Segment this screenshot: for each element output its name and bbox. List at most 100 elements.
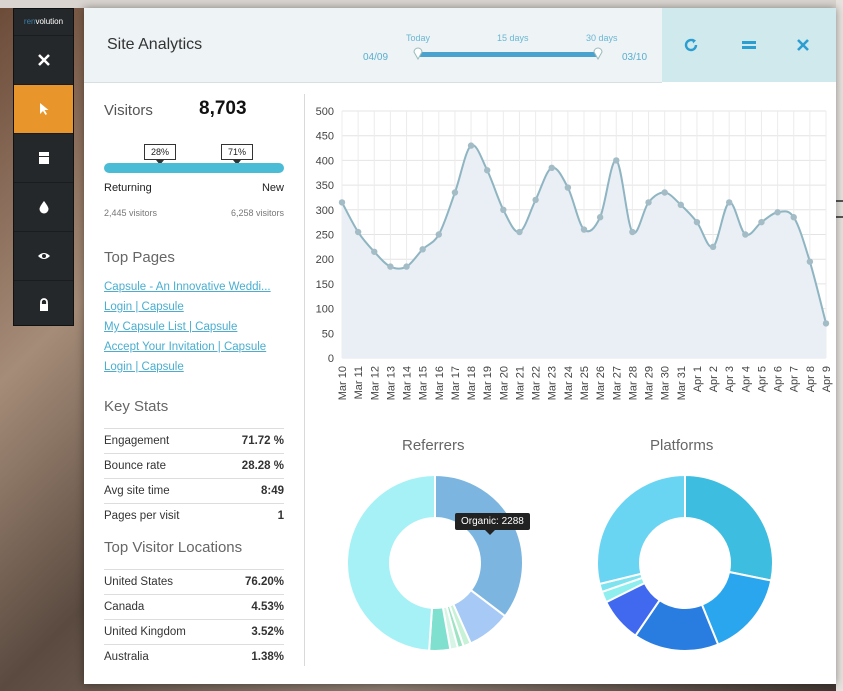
stat-label: Bounce rate: [104, 460, 167, 472]
close-panel-button[interactable]: [794, 36, 812, 54]
data-point: [758, 218, 765, 226]
x-tick-label: Mar 12: [369, 366, 381, 400]
x-tick-label: Mar 28: [627, 366, 639, 400]
minimize-button[interactable]: [740, 36, 758, 54]
x-tick-label: Apr 4: [740, 366, 752, 392]
data-point: [613, 157, 620, 164]
refresh-icon: [684, 38, 698, 52]
x-tick-label: Apr 1: [692, 366, 704, 392]
x-tick-label: Mar 21: [514, 366, 526, 400]
x-tick-label: Mar 29: [644, 366, 656, 400]
background-mark: [836, 200, 843, 202]
data-point: [677, 201, 684, 209]
stat-row: Pages per visit 1: [104, 503, 284, 528]
location-label: United States: [104, 576, 174, 588]
x-tick-label: Mar 23: [547, 366, 559, 400]
data-point: [419, 246, 426, 253]
date-range-slider[interactable]: [418, 52, 598, 57]
x-tick-label: Apr 8: [805, 366, 817, 392]
locations-heading: Top Visitor Locations: [104, 539, 243, 556]
stat-value: 71.72 %: [241, 435, 284, 447]
y-tick-label: 200: [316, 254, 334, 266]
header-actions: [662, 8, 836, 82]
x-tick-label: Mar 17: [450, 366, 462, 400]
data-point: [774, 209, 781, 216]
y-tick-label: 50: [322, 328, 334, 340]
stat-value: 28.28 %: [241, 460, 284, 472]
toolbar-select-button[interactable]: [14, 84, 73, 133]
pie-slice: [684, 473, 774, 582]
new-percent-badge: 71%: [221, 144, 253, 165]
brand-prefix: ren: [23, 17, 36, 26]
data-point: [403, 263, 410, 270]
pie-slice: [434, 473, 524, 618]
editor-toolbar: renvolution: [13, 8, 74, 326]
slider-pin-icon: [593, 47, 603, 61]
x-tick-label: Mar 20: [498, 366, 510, 400]
x-tick-label: Mar 27: [611, 366, 623, 400]
x-tick-label: Apr 9: [821, 366, 833, 392]
toolbar-layout-button[interactable]: [14, 133, 73, 182]
location-row: Canada 4.53%: [104, 594, 284, 619]
y-tick-label: 250: [316, 230, 334, 242]
data-point: [629, 228, 636, 236]
x-tick-label: Mar 13: [385, 366, 397, 400]
cursor-icon: [39, 103, 48, 115]
refresh-button[interactable]: [682, 36, 700, 54]
range-end-date: 03/10: [622, 52, 648, 63]
location-row: Australia 1.38%: [104, 644, 284, 669]
page-title: Site Analytics: [107, 36, 203, 53]
data-point: [709, 243, 717, 251]
top-page-link[interactable]: Capsule - An Innovative Weddi...: [104, 281, 271, 293]
visits-chart-svg: 0 50 100 150 200 250 300 350 400 450 500 Mar 10 Mar …: [316, 106, 833, 400]
new-label: New: [261, 182, 284, 194]
x-tick-label: Mar 10: [337, 366, 349, 400]
toolbar-preview-button[interactable]: [14, 231, 73, 280]
top-page-link[interactable]: Login | Capsule: [104, 301, 184, 313]
data-point: [822, 320, 830, 327]
data-point: [338, 199, 346, 206]
background-mark: [836, 216, 843, 218]
x-tick-label: Mar 22: [531, 366, 543, 400]
x-tick-label: Mar 26: [595, 366, 607, 400]
y-tick-label: 350: [316, 180, 334, 192]
panel-header: Site Analytics 04/09 03/10 Today 15 days…: [84, 8, 662, 83]
slider-handle-start[interactable]: [413, 46, 423, 61]
data-point: [354, 228, 362, 236]
x-tick-label: Mar 24: [563, 366, 575, 400]
new-count: 6,258 visitors: [230, 208, 284, 218]
data-point: [742, 231, 749, 238]
data-point: [371, 248, 378, 255]
top-page-link[interactable]: Login | Capsule: [104, 361, 184, 373]
stat-value: 1: [277, 510, 284, 522]
data-point: [580, 226, 588, 233]
pie-slice: [346, 473, 436, 652]
y-tick-label: 100: [316, 304, 334, 316]
toolbar-close-button[interactable]: [14, 35, 73, 84]
top-page-link[interactable]: Accept Your Invitation | Capsule: [104, 341, 267, 353]
visitor-split-bar: [104, 163, 284, 173]
data-point: [726, 199, 733, 206]
close-icon: [37, 54, 50, 66]
location-label: Australia: [104, 651, 149, 663]
slider-label-30-days: 30 days: [586, 33, 618, 43]
toolbar-lock-button[interactable]: [14, 280, 73, 329]
location-row: United Kingdom 3.52%: [104, 619, 284, 644]
location-label: United Kingdom: [104, 626, 186, 638]
visitors-total: 8,703: [199, 98, 247, 119]
y-tick-label: 150: [316, 279, 334, 291]
key-stats-heading: Key Stats: [104, 398, 169, 415]
stat-row: Avg site time 8:49: [104, 478, 284, 503]
slider-label-15-days: 15 days: [497, 33, 529, 43]
slider-handle-end[interactable]: [593, 46, 603, 61]
toolbar-color-button[interactable]: [14, 182, 73, 231]
stat-row: Engagement 71.72 %: [104, 428, 284, 453]
x-tick-label: Mar 16: [434, 366, 446, 400]
data-point: [451, 189, 459, 196]
returning-percent-badge: 28%: [144, 144, 176, 165]
data-point: [548, 164, 555, 172]
x-tick-label: Apr 6: [773, 366, 785, 392]
top-page-link[interactable]: My Capsule List | Capsule: [104, 321, 238, 333]
platforms-title: Platforms: [650, 437, 714, 454]
x-tick-label: Mar 31: [676, 366, 688, 400]
